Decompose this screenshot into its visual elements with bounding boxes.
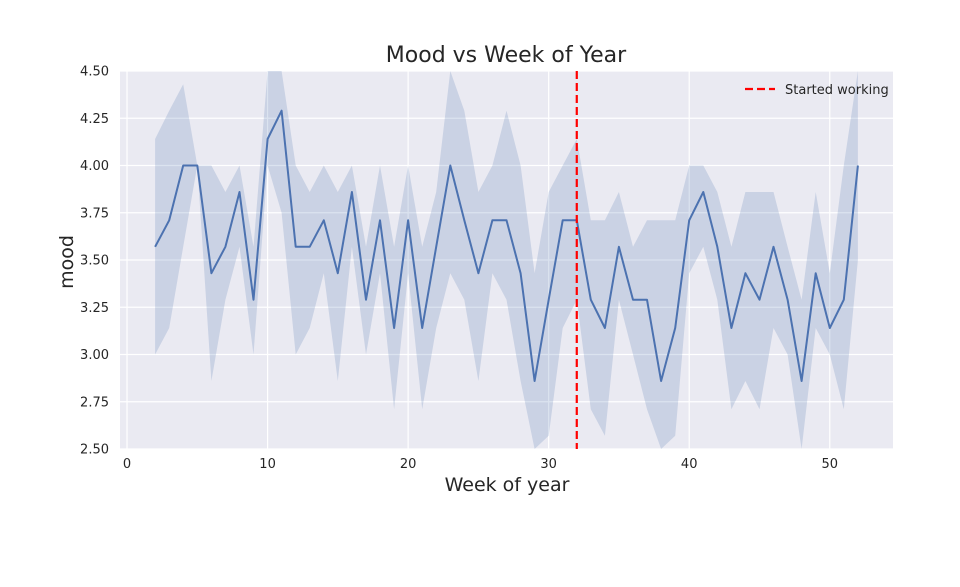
y-tick-label: 2.75	[80, 395, 109, 410]
x-tick-label: 20	[400, 457, 417, 472]
y-tick-label: 3.75	[80, 206, 109, 221]
y-tick-label: 4.00	[80, 159, 109, 174]
x-tick-label: 40	[681, 457, 698, 472]
y-tick-label: 3.50	[80, 254, 109, 269]
tick-labels: 2.50 2.75 3.00 3.25 3.50 3.75 4.00 4.25 4.50 0 10 2…	[80, 65, 838, 473]
x-axis-label: Week of year	[445, 474, 570, 496]
x-tick-label: 10	[259, 457, 276, 472]
x-tick-label: 50	[821, 457, 838, 472]
confidence-band	[155, 71, 858, 449]
y-tick-label: 2.50	[80, 443, 109, 458]
y-axis-label: mood	[56, 235, 78, 289]
chart-title: Mood vs Week of Year	[386, 43, 627, 68]
grid	[120, 70, 893, 450]
x-tick-label: 0	[123, 457, 131, 472]
y-tick-label: 3.00	[80, 348, 109, 363]
y-tick-label: 4.50	[80, 65, 109, 80]
y-tick-label: 4.25	[80, 112, 109, 127]
legend: Started working	[745, 83, 889, 98]
y-tick-label: 3.25	[80, 301, 109, 316]
x-tick-label: 30	[540, 457, 557, 472]
mood-line	[154, 109, 859, 382]
legend-label: Started working	[785, 83, 889, 98]
